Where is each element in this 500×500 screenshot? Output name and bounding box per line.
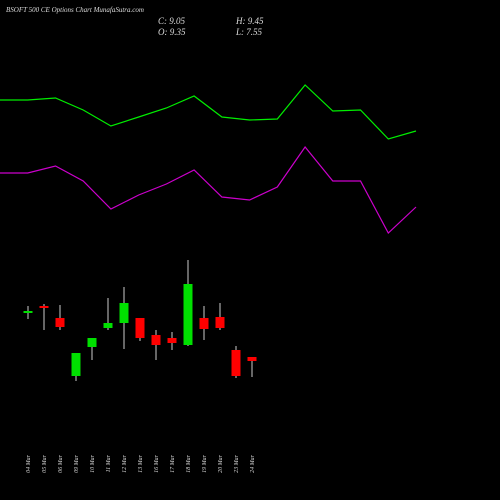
info-high: H: 9.45 <box>235 16 264 26</box>
candle-body <box>23 311 33 313</box>
candle-body <box>119 303 129 323</box>
candle-body <box>103 323 113 328</box>
candle-body <box>151 335 161 345</box>
candle-body <box>167 338 177 343</box>
chart-title: BSOFT 500 CE Options Chart MunafaSutra.c… <box>6 6 144 14</box>
x-tick-label: 17 Mar <box>170 454 176 472</box>
candle-body <box>55 318 65 327</box>
x-tick-label: 12 Mar <box>122 454 128 472</box>
candle-body <box>231 350 241 376</box>
info-open: O: 9.35 <box>158 27 186 37</box>
overlay-line <box>0 146 417 234</box>
x-tick-label: 16 Mar <box>154 454 160 472</box>
info-low: L: 7.55 <box>235 27 263 37</box>
x-tick-label: 10 Mar <box>90 454 96 472</box>
candle-body <box>39 306 49 308</box>
x-tick-label: 23 Mar <box>234 454 240 472</box>
candle-body <box>247 357 257 361</box>
candle-body <box>71 353 81 376</box>
info-close: C: 9.05 <box>158 16 186 26</box>
candle-body <box>183 284 193 345</box>
x-tick-label: 06 Mar <box>58 454 64 472</box>
candle-body <box>87 338 97 347</box>
x-tick-label: 20 Mar <box>218 454 224 472</box>
x-tick-label: 24 Mar <box>249 454 256 472</box>
candle-body <box>215 317 225 328</box>
x-tick-label: 18 Mar <box>186 454 192 472</box>
x-tick-label: 13 Mar <box>138 454 144 472</box>
x-tick-label: 11 Mar <box>106 454 112 472</box>
x-tick-label: 09 Mar <box>74 454 80 472</box>
x-tick-label: 04 Mar <box>25 454 32 472</box>
x-tick-label: 05 Mar <box>42 454 48 472</box>
candle-body <box>135 318 145 338</box>
candle-body <box>199 318 209 329</box>
overlay-line <box>0 84 417 140</box>
x-tick-label: 19 Mar <box>202 454 208 472</box>
